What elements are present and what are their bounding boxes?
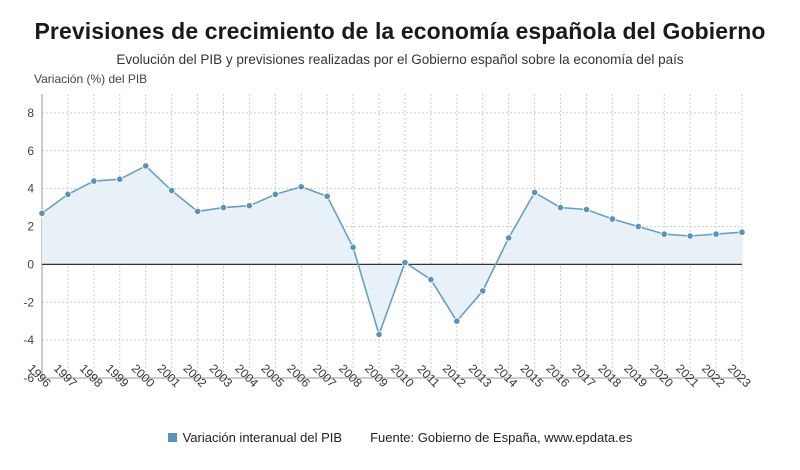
series-line <box>41 164 743 338</box>
x-tick-label: 1998 <box>77 361 106 390</box>
data-point <box>686 232 694 240</box>
data-point <box>608 215 616 223</box>
data-point <box>116 175 124 183</box>
x-tick-label: 2012 <box>440 361 469 390</box>
data-point <box>401 258 409 267</box>
x-tick-label: 2022 <box>699 361 728 390</box>
data-point <box>219 204 228 212</box>
legend-swatch <box>167 433 177 442</box>
data-point <box>453 317 461 325</box>
x-tick-label: 2023 <box>725 361 754 390</box>
data-point <box>479 287 487 295</box>
x-tick-label: 2009 <box>362 361 391 390</box>
data-point <box>505 234 513 242</box>
y-tick-label: 8 <box>27 106 34 120</box>
chart-title: Previsiones de crecimiento de la economí… <box>34 18 766 44</box>
y-axis-label: Variación (%) del PIB <box>34 72 148 86</box>
legend: Variación interanual del PIB Fuente: Gobi… <box>0 430 800 445</box>
x-tick-label: 2019 <box>621 361 650 390</box>
x-tick-label: 2002 <box>181 361 210 390</box>
x-tick-label: 2003 <box>206 361 235 390</box>
y-tick-label: 2 <box>27 220 34 234</box>
y-tick-label: 4 <box>27 182 34 196</box>
x-tick-label: 2008 <box>336 361 365 390</box>
y-tick-label: -4 <box>23 333 34 347</box>
data-point <box>738 228 746 236</box>
data-point <box>556 204 565 212</box>
data-point <box>660 230 668 238</box>
y-tick-label: -6 <box>23 371 34 385</box>
data-point <box>427 275 435 284</box>
data-point <box>142 162 150 170</box>
data-point <box>349 243 357 251</box>
x-tick-label: 2014 <box>492 361 521 390</box>
x-tick-label: 2015 <box>518 361 547 390</box>
data-point <box>64 190 72 198</box>
source-text: Fuente: Gobierno de España, www.epdata.e… <box>370 430 633 445</box>
x-tick-label: 2010 <box>388 361 417 390</box>
data-point <box>582 205 591 214</box>
x-tick-label: 2007 <box>310 361 339 390</box>
data-point <box>90 177 98 185</box>
y-tick-label: -2 <box>23 295 34 309</box>
data-point <box>245 202 254 210</box>
series-area <box>42 165 742 335</box>
x-tick-label: 2005 <box>258 361 287 390</box>
x-tick-label: 2011 <box>415 362 443 390</box>
data-point <box>323 192 331 200</box>
data-point <box>297 183 305 191</box>
data-point <box>530 188 539 197</box>
x-tick-label: 2021 <box>673 361 702 390</box>
x-tick-label: 1997 <box>51 361 80 390</box>
data-point <box>634 222 642 231</box>
x-tick-label: 2016 <box>544 361 573 390</box>
chart-subtitle: Evolución del PIB y previsiones realizad… <box>116 52 684 67</box>
x-tick-label: 2001 <box>155 361 184 390</box>
x-tick-label: 2017 <box>569 361 598 390</box>
x-tick-label: 2000 <box>129 361 158 390</box>
data-point <box>375 330 383 339</box>
data-point <box>38 209 46 217</box>
y-tick-label: 0 <box>27 257 34 271</box>
data-point <box>168 186 176 195</box>
x-tick-label: 2018 <box>595 361 624 390</box>
data-point <box>712 230 720 238</box>
x-tick-label: 2006 <box>284 361 313 390</box>
data-point <box>193 207 202 215</box>
data-point <box>271 190 279 198</box>
x-tick-label: 2013 <box>466 361 495 390</box>
y-tick-label: 6 <box>27 144 34 158</box>
x-tick-label: 2004 <box>232 361 261 390</box>
x-tick-label: 2020 <box>647 361 676 390</box>
x-tick-label: 1999 <box>103 361 132 390</box>
legend-series-label: Variación interanual del PIB <box>182 430 343 445</box>
